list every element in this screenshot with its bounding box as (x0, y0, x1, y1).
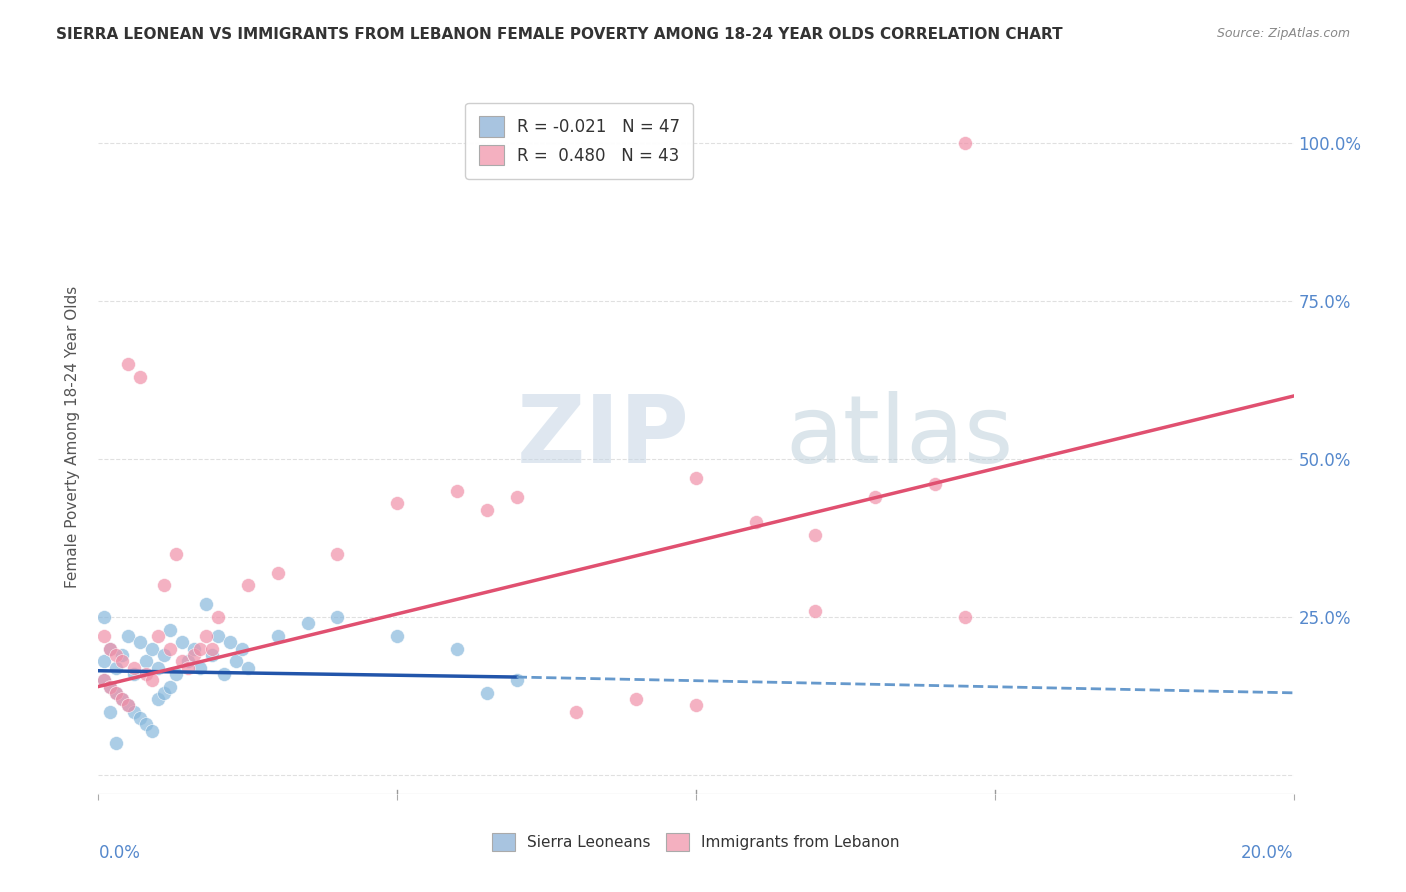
Point (177, 660, 200, 674)
Point (745, 516, 768, 530)
Point (93, 673, 115, 688)
Point (685, 471, 707, 485)
Point (183, 641, 205, 656)
Point (98, 680, 122, 694)
Y-axis label: Female Poverty Among 18-24 Year Olds: Female Poverty Among 18-24 Year Olds (65, 286, 80, 588)
Point (141, 723, 163, 738)
Point (924, 477, 946, 491)
Point (446, 641, 468, 656)
Point (111, 648, 134, 662)
Point (111, 692, 134, 706)
Point (565, 705, 588, 719)
Text: SIERRA LEONEAN VS IMMIGRANTS FROM LEBANON FEMALE POVERTY AMONG 18-24 YEAR OLDS C: SIERRA LEONEAN VS IMMIGRANTS FROM LEBANO… (56, 27, 1063, 42)
Text: Source: ZipAtlas.com: Source: ZipAtlas.com (1216, 27, 1350, 40)
Point (183, 648, 205, 662)
Point (117, 698, 139, 713)
Point (685, 698, 707, 713)
Text: atlas: atlas (786, 391, 1014, 483)
Point (129, 370, 152, 384)
Point (953, 136, 976, 151)
Point (188, 641, 211, 656)
Point (267, 629, 290, 643)
Point (98, 641, 122, 656)
Point (124, 666, 146, 681)
Point (159, 680, 181, 694)
Legend: Sierra Leoneans, Immigrants from Lebanon: Sierra Leoneans, Immigrants from Lebanon (486, 827, 905, 857)
Point (475, 686, 498, 700)
Point (129, 711, 152, 725)
Point (124, 660, 146, 674)
Point (111, 654, 134, 668)
Point (201, 648, 224, 662)
Point (165, 547, 187, 561)
Point (93, 610, 115, 624)
Point (153, 686, 176, 700)
Point (93, 654, 115, 668)
Point (201, 641, 224, 656)
Point (446, 483, 468, 498)
Point (195, 598, 218, 612)
Point (141, 641, 163, 656)
Point (105, 686, 128, 700)
Point (98, 680, 122, 694)
Point (105, 648, 128, 662)
Point (172, 635, 194, 649)
Point (135, 654, 157, 668)
Point (219, 635, 242, 649)
Point (153, 648, 176, 662)
Point (165, 666, 187, 681)
Point (225, 654, 247, 668)
Point (105, 736, 128, 750)
Point (475, 502, 498, 516)
Point (626, 692, 648, 706)
Point (172, 654, 194, 668)
Point (141, 673, 163, 688)
Point (105, 686, 128, 700)
Point (159, 641, 181, 656)
Point (148, 629, 170, 643)
Point (207, 629, 229, 643)
Point (865, 490, 887, 504)
Point (231, 641, 253, 656)
Point (804, 604, 827, 618)
Point (135, 666, 157, 681)
Point (385, 629, 409, 643)
Point (212, 666, 235, 681)
Point (93, 673, 115, 688)
Point (236, 660, 259, 674)
Point (804, 528, 827, 542)
Point (188, 660, 211, 674)
Point (297, 616, 319, 631)
Point (93, 629, 115, 643)
Point (159, 623, 181, 637)
Point (506, 490, 529, 504)
Point (148, 692, 170, 706)
Point (326, 610, 349, 624)
Point (98, 705, 122, 719)
Point (105, 660, 128, 674)
Text: 20.0%: 20.0% (1241, 844, 1294, 862)
Point (129, 635, 152, 649)
Text: ZIP: ZIP (517, 391, 689, 483)
Point (148, 660, 170, 674)
Text: 0.0%: 0.0% (98, 844, 141, 862)
Point (117, 698, 139, 713)
Point (98, 641, 122, 656)
Point (236, 578, 259, 592)
Point (207, 610, 229, 624)
Point (117, 358, 139, 372)
Point (117, 629, 139, 643)
Point (177, 654, 200, 668)
Point (124, 705, 146, 719)
Point (195, 629, 218, 643)
Point (326, 547, 349, 561)
Point (385, 496, 409, 510)
Point (267, 566, 290, 580)
Point (506, 673, 529, 688)
Point (111, 692, 134, 706)
Point (953, 610, 976, 624)
Point (153, 578, 176, 592)
Point (135, 717, 157, 731)
